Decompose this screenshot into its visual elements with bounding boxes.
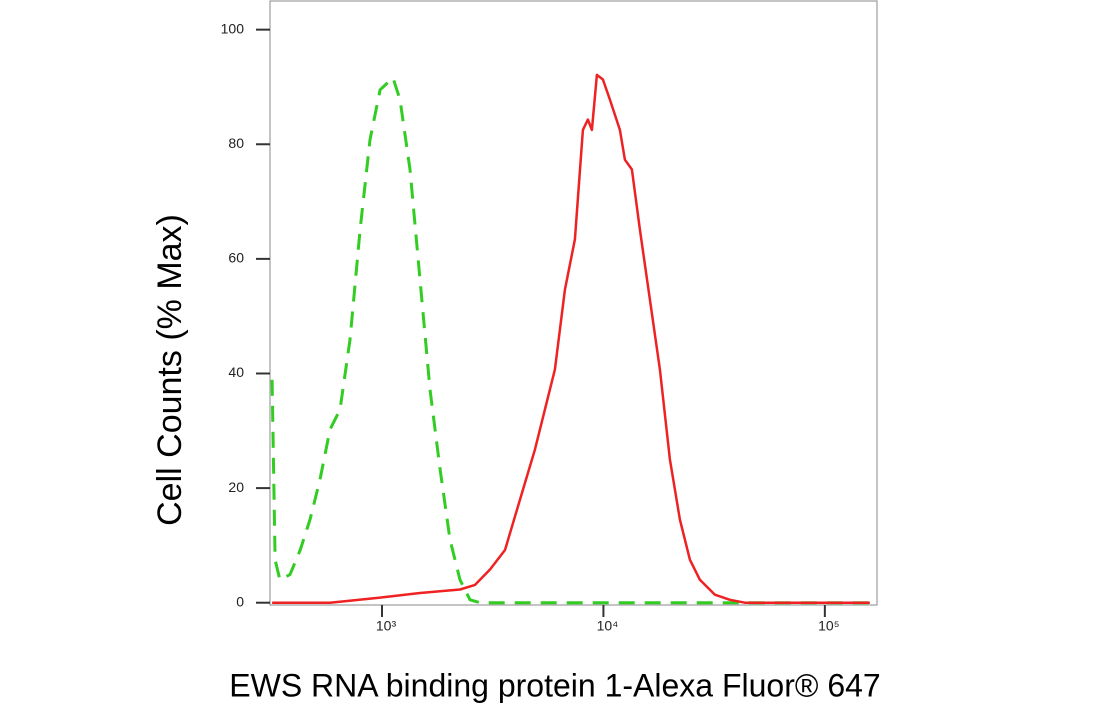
plot-frame <box>269 0 878 606</box>
x-tick-label: 10⁵ <box>818 618 839 634</box>
y-tick-label: 60 <box>228 250 244 266</box>
x-tick-label: 10³ <box>376 618 397 634</box>
y-tick-label: 20 <box>228 479 244 495</box>
x-axis-label: EWS RNA binding protein 1-Alexa Fluor® 6… <box>229 667 880 703</box>
series-line <box>272 73 870 604</box>
y-tick-label: 40 <box>228 364 244 380</box>
y-tick-label: 80 <box>228 135 244 151</box>
x-tick-label: 10⁴ <box>597 618 619 634</box>
series-line <box>270 76 870 605</box>
y-tick-label: 100 <box>221 20 245 36</box>
y-axis-label: Cell Counts (% Max) <box>151 214 189 526</box>
y-tick-label: 0 <box>236 593 244 609</box>
